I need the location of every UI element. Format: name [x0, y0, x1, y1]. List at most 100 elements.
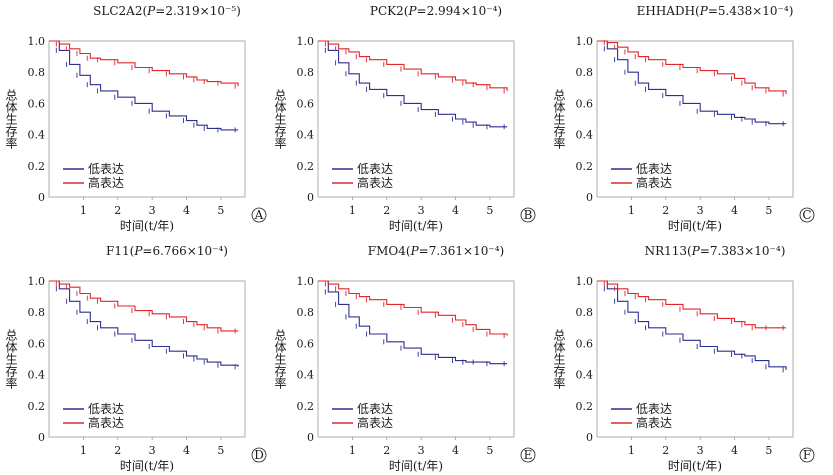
legend-label-low: 低表达	[88, 162, 124, 176]
svg-text:F: F	[803, 448, 811, 462]
high-expression-curve	[597, 40, 787, 94]
plot-frame	[596, 40, 794, 198]
y-tick-label: 1.0	[576, 35, 594, 48]
y-axis-label: 总体生存率	[273, 89, 287, 149]
legend-label-low: 低表达	[636, 402, 672, 416]
low-expression-curve	[318, 280, 508, 365]
y-tick-label: 0.6	[297, 97, 315, 110]
plot-frame	[48, 40, 246, 198]
y-tick-label: 1.0	[297, 275, 315, 288]
x-tick-label: 4	[452, 444, 459, 457]
x-tick-label: 4	[183, 204, 190, 217]
x-tick-label: 3	[418, 204, 425, 217]
x-tick-label: 1	[349, 204, 356, 217]
y-axis-label: 总体生存率	[552, 89, 566, 149]
y-tick-label: 0.8	[28, 66, 46, 79]
low-expression-curve	[597, 40, 787, 125]
y-tick-label: 0.8	[28, 306, 46, 319]
panel-title-gene: NR113	[645, 244, 687, 258]
y-tick-label: 0.4	[576, 129, 594, 142]
y-tick-label: 0.2	[297, 160, 315, 173]
x-tick-label: 5	[486, 444, 493, 457]
y-tick-label: 0.8	[297, 306, 315, 319]
plot-frame	[48, 280, 246, 438]
y-tick-label: 1.0	[576, 275, 594, 288]
x-tick-label: 1	[349, 444, 356, 457]
y-tick-label: 1.0	[297, 35, 315, 48]
panel-title: PCK2(P=2.994×10⁻⁴)	[370, 4, 502, 18]
x-tick-label: 1	[628, 204, 635, 217]
x-axis-label: 时间(t/年)	[389, 459, 443, 473]
low-expression-curve	[597, 280, 787, 370]
panel-title: FMO4(P=7.361×10⁻⁴)	[368, 244, 504, 258]
legend-label-low: 低表达	[636, 162, 672, 176]
high-expression-curve	[318, 280, 508, 336]
plot-frame	[317, 40, 515, 198]
y-axis-label: 总体生存率	[273, 329, 287, 389]
panel-title-gene: PCK2	[370, 4, 404, 18]
y-tick-label: 0.6	[28, 337, 46, 350]
panel-title-gene: EHHADH	[637, 4, 695, 18]
x-tick-label: 2	[662, 444, 669, 457]
panel-title-gene: FMO4	[368, 244, 406, 258]
x-tick-label: 2	[114, 444, 121, 457]
y-tick-label: 0.6	[576, 97, 594, 110]
svg-text:B: B	[524, 208, 533, 222]
x-tick-label: 3	[697, 204, 704, 217]
panel-title-pvalue: 2.994×10⁻⁴	[427, 4, 498, 18]
x-tick-label: 3	[418, 444, 425, 457]
x-tick-label: 3	[149, 444, 156, 457]
y-tick-label: 0.4	[28, 129, 46, 142]
x-tick-label: 1	[80, 444, 87, 457]
legend-label-high: 高表达	[88, 175, 124, 190]
panel-title: NR113(P=7.383×10⁻⁴)	[645, 244, 786, 258]
x-tick-label: 4	[452, 204, 459, 217]
y-tick-label: 1.0	[28, 275, 46, 288]
y-tick-label: 0	[586, 191, 593, 204]
x-tick-label: 5	[765, 444, 772, 457]
x-tick-label: 1	[80, 204, 87, 217]
y-tick-label: 0.4	[297, 129, 315, 142]
svg-text:D: D	[254, 448, 264, 462]
y-tick-label: 0.2	[576, 160, 594, 173]
y-tick-label: 0.4	[28, 369, 46, 382]
y-axis-label: 总体生存率	[4, 329, 18, 389]
y-tick-label: 0.2	[28, 400, 46, 413]
y-tick-label: 0	[307, 431, 314, 444]
x-tick-label: 4	[731, 204, 738, 217]
low-expression-curve	[49, 280, 239, 367]
km-panel-e: FMO4(P=7.361×10⁻⁴) 0 0.2 0.4 0.6 0.8 1.0 1 2 3 4 5 总…	[273, 244, 536, 473]
y-tick-label: 0.2	[28, 160, 46, 173]
svg-text:A: A	[254, 208, 264, 222]
panel-title-pvalue: 7.383×10⁻⁴	[710, 244, 781, 258]
x-axis-label: 时间(t/年)	[120, 219, 174, 233]
panel-letter-f: F	[799, 447, 815, 463]
y-tick-label: 0.8	[297, 66, 315, 79]
y-tick-label: 0	[38, 431, 45, 444]
svg-text:E: E	[524, 448, 533, 462]
panel-title: F11(P=6.766×10⁻⁴)	[106, 244, 228, 258]
x-tick-label: 4	[731, 444, 738, 457]
legend-label-low: 低表达	[88, 402, 124, 416]
y-tick-label: 0.6	[28, 97, 46, 110]
y-axis-label: 总体生存率	[4, 89, 18, 149]
legend-label-high: 高表达	[357, 415, 393, 430]
panel-letter-c: C	[799, 207, 815, 223]
panel-title-gene: F11	[106, 244, 130, 258]
legend-label-high: 高表达	[88, 415, 124, 430]
km-panel-f: NR113(P=7.383×10⁻⁴) 0 0.2 0.4 0.6 0.8 1.0 1 2 3 4 5…	[552, 244, 815, 473]
panel-title-pvalue: 2.319×10⁻⁵	[165, 4, 236, 18]
x-axis-label: 时间(t/年)	[120, 459, 174, 473]
legend-label-low: 低表达	[357, 162, 393, 176]
panel-letter-e: E	[520, 447, 536, 463]
high-expression-curve	[597, 280, 787, 329]
x-tick-label: 1	[628, 444, 635, 457]
x-tick-label: 2	[383, 444, 390, 457]
plot-frame	[317, 280, 515, 438]
x-tick-label: 5	[217, 204, 224, 217]
panel-letter-d: D	[251, 447, 267, 463]
x-tick-label: 5	[217, 444, 224, 457]
panel-title-pvalue: 5.438×10⁻⁴	[718, 4, 789, 18]
x-tick-label: 4	[183, 444, 190, 457]
